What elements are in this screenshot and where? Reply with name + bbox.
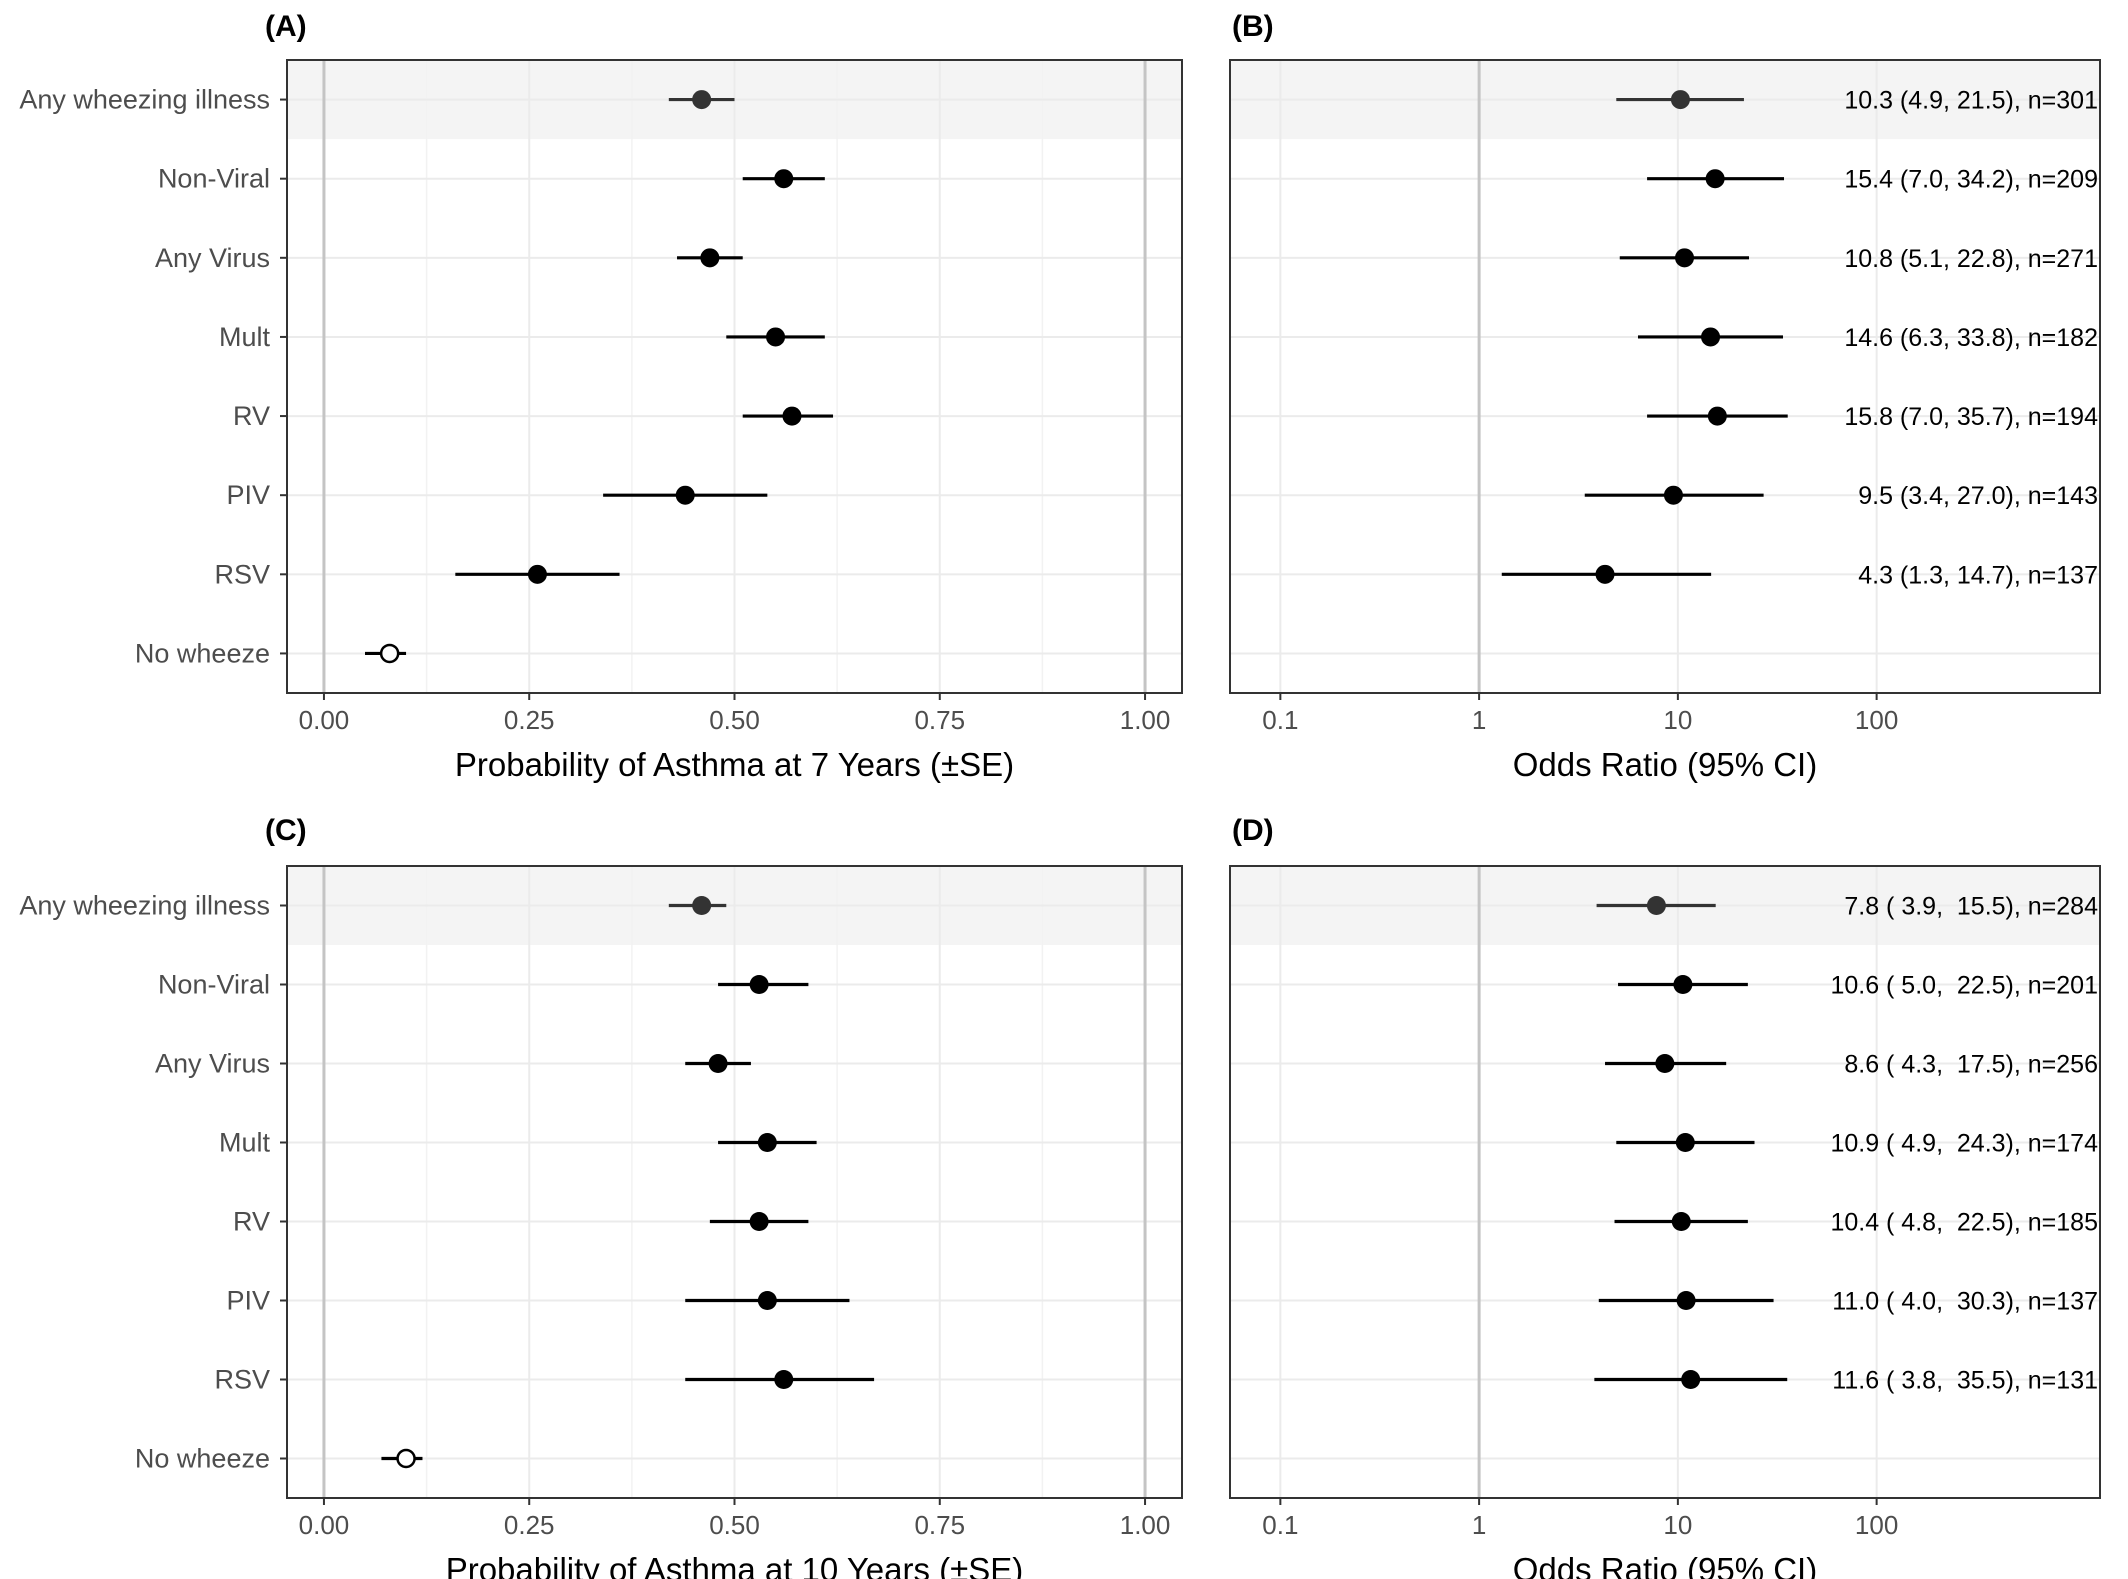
x-tick-label: 0.1 <box>1262 705 1298 735</box>
point-estimate <box>708 1054 728 1073</box>
category-label: Any wheezing illness <box>19 85 270 115</box>
point-estimate <box>774 1370 794 1389</box>
point-estimate <box>1675 1133 1695 1152</box>
point-estimate <box>1595 564 1615 584</box>
panel-b: 10.3 (4.9, 21.5), n=301 15.4 (7.0, 34.2),… <box>1229 10 2101 783</box>
point-estimate <box>1701 327 1721 347</box>
category-label: RSV <box>214 559 270 589</box>
category-label: RSV <box>214 1365 270 1395</box>
category-label: Non-Viral <box>158 970 270 1000</box>
point-estimate <box>782 406 802 426</box>
point-estimate <box>527 564 547 584</box>
panel-title: (B) <box>1232 10 1274 43</box>
estimate-annotation: 9.5 (3.4, 27.0), n=143 <box>1858 482 2098 510</box>
panel-d: 7.8 ( 3.9, 15.5), n=284 10.6 ( 5.0, 22.5)… <box>1229 814 2101 1579</box>
category-label: No wheeze <box>135 638 270 668</box>
estimate-annotation: 15.8 (7.0, 35.7), n=194 <box>1844 403 2098 431</box>
panel-title: (A) <box>265 10 307 43</box>
point-estimate <box>692 896 712 915</box>
category-label: Any wheezing illness <box>19 891 270 921</box>
x-tick-label: 100 <box>1855 1510 1898 1540</box>
x-tick-label: 100 <box>1855 705 1898 735</box>
x-tick-label: 0.50 <box>709 1510 760 1540</box>
point-estimate <box>1705 169 1725 189</box>
point-estimate <box>396 1448 416 1469</box>
estimate-annotation: 10.9 ( 4.9, 24.3), n=174 <box>1830 1130 2098 1158</box>
plot-background <box>1230 866 2100 1498</box>
point-estimate <box>774 169 794 189</box>
category-label: RV <box>233 1207 270 1237</box>
point-estimate <box>692 90 712 110</box>
category-label: Any Virus <box>155 243 270 273</box>
point-estimate <box>757 1291 777 1310</box>
x-tick-label: 1.00 <box>1120 705 1171 735</box>
estimate-annotation: 11.6 ( 3.8, 35.5), n=131 <box>1832 1367 2098 1395</box>
point-estimate <box>1671 1212 1691 1231</box>
x-tick-label: 0.75 <box>914 705 965 735</box>
panel-title: (D) <box>1232 814 1274 847</box>
x-tick-label: 0.00 <box>299 705 350 735</box>
panel-title: (C) <box>265 814 307 847</box>
x-tick-label: 10 <box>1663 705 1692 735</box>
category-label: Mult <box>219 1128 271 1158</box>
point-estimate <box>1675 248 1695 268</box>
estimate-annotation: 8.6 ( 4.3, 17.5), n=256 <box>1844 1051 2098 1079</box>
estimate-annotation: 4.3 (1.3, 14.7), n=137 <box>1858 561 2098 589</box>
x-tick-label: 0.25 <box>504 705 555 735</box>
estimate-annotation: 7.8 ( 3.9, 15.5), n=284 <box>1844 893 2098 921</box>
category-label: Any Virus <box>155 1049 270 1079</box>
point-estimate <box>757 1133 777 1152</box>
point-estimate <box>1707 406 1727 426</box>
category-label: Mult <box>219 322 271 352</box>
point-estimate <box>1646 896 1666 915</box>
x-axis-title: Probability of Asthma at 7 Years (±SE) <box>455 746 1014 783</box>
point-estimate <box>749 975 769 994</box>
panel-border <box>1229 865 2101 1499</box>
x-tick-label: 0.75 <box>914 1510 965 1540</box>
point-estimate <box>766 327 786 347</box>
category-label: PIV <box>226 1286 270 1316</box>
panel-a: Any wheezing illness Non-Viral Any Virus Mu… <box>19 10 1183 783</box>
point-estimate <box>749 1212 769 1231</box>
estimate-annotation: 10.3 (4.9, 21.5), n=301 <box>1844 87 2098 115</box>
point-estimate <box>1663 485 1683 505</box>
x-tick-label: 0.50 <box>709 705 760 735</box>
estimate-annotation: 10.8 (5.1, 22.8), n=271 <box>1844 245 2098 273</box>
point-estimate <box>1670 90 1690 110</box>
point-estimate <box>1655 1054 1675 1073</box>
point-estimate <box>1673 975 1693 994</box>
category-label: Non-Viral <box>158 164 270 194</box>
x-tick-label: 0.00 <box>299 1510 350 1540</box>
category-label: No wheeze <box>135 1444 270 1474</box>
estimate-annotation: 10.6 ( 5.0, 22.5), n=201 <box>1830 972 2098 1000</box>
x-tick-label: 0.1 <box>1262 1510 1298 1540</box>
panel-border <box>1229 59 2101 694</box>
x-axis-title: Probability of Asthma at 10 Years (±SE) <box>446 1551 1024 1579</box>
estimate-annotation: 10.4 ( 4.8, 22.5), n=185 <box>1830 1209 2098 1237</box>
estimate-annotation: 14.6 (6.3, 33.8), n=182 <box>1844 324 2098 352</box>
category-label: RV <box>233 401 270 431</box>
estimate-annotation: 15.4 (7.0, 34.2), n=209 <box>1844 166 2098 194</box>
point-estimate <box>1676 1291 1696 1310</box>
estimate-annotation: 11.0 ( 4.0, 30.3), n=137 <box>1832 1288 2098 1316</box>
plot-background <box>1230 60 2100 693</box>
category-label: PIV <box>226 480 270 510</box>
point-estimate <box>675 485 695 505</box>
panel-c: Any wheezing illness Non-Viral Any Virus Mu… <box>19 814 1183 1579</box>
point-estimate <box>379 643 400 664</box>
x-tick-label: 10 <box>1663 1510 1692 1540</box>
x-axis-title: Odds Ratio (95% CI) <box>1513 746 1817 783</box>
x-tick-label: 0.25 <box>504 1510 555 1540</box>
x-tick-label: 1 <box>1472 705 1486 735</box>
x-tick-label: 1.00 <box>1120 1510 1171 1540</box>
point-estimate <box>1681 1370 1701 1389</box>
x-axis-title: Odds Ratio (95% CI) <box>1513 1551 1817 1579</box>
x-tick-label: 1 <box>1472 1510 1486 1540</box>
point-estimate <box>700 248 720 268</box>
